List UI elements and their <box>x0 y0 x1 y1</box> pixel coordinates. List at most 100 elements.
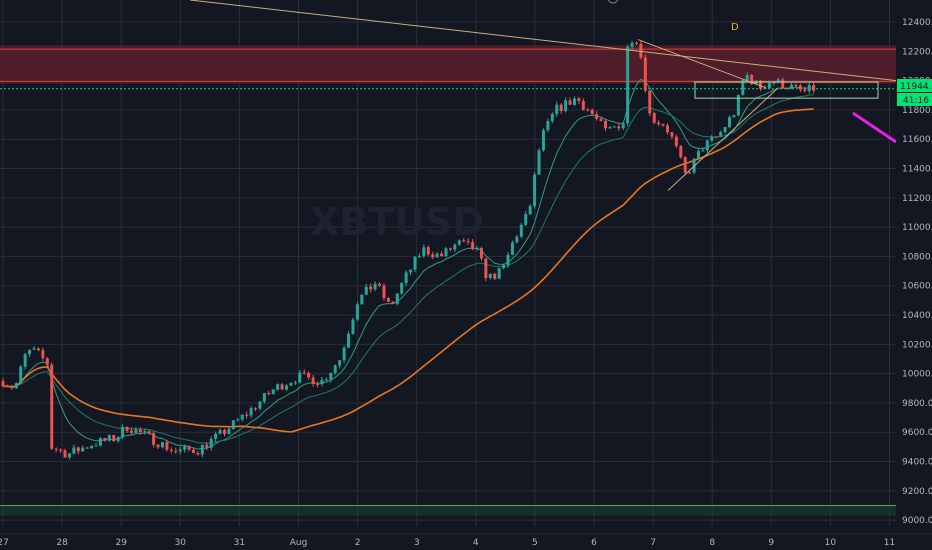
time-tick-label: 7 <box>650 538 656 548</box>
candle <box>249 405 253 419</box>
price-tick-label: 10400.0 <box>902 311 932 321</box>
candle-body <box>475 248 479 250</box>
candle-body <box>732 115 736 118</box>
candle-body <box>103 438 107 441</box>
candle <box>209 436 213 451</box>
candle-body <box>422 247 426 256</box>
candle <box>121 424 125 440</box>
candle-body <box>156 444 160 448</box>
candle-body <box>218 430 222 434</box>
candle-body <box>178 449 182 452</box>
candle-body <box>293 382 297 384</box>
candle <box>807 81 811 94</box>
candle-body <box>271 389 275 395</box>
candle <box>550 111 554 124</box>
candle-body <box>603 120 607 129</box>
time-tick-label: 5 <box>532 538 538 548</box>
candle <box>444 246 448 258</box>
candle-body <box>413 256 417 270</box>
candle-body <box>524 214 528 225</box>
candle-body <box>572 98 576 105</box>
candle <box>484 257 488 282</box>
candle <box>524 211 528 227</box>
candle <box>293 380 297 386</box>
time-tick-label: 4 <box>473 538 479 548</box>
candle <box>285 384 289 391</box>
candle <box>245 411 249 419</box>
candle-body <box>378 283 382 286</box>
candle-body <box>812 84 816 91</box>
candle <box>258 401 262 411</box>
candle <box>488 273 492 280</box>
candle <box>338 359 342 369</box>
candle-body <box>626 46 630 124</box>
candle-body <box>670 132 674 137</box>
candle <box>63 448 67 458</box>
candle <box>333 364 337 375</box>
candle-body <box>657 122 661 124</box>
candle <box>187 445 191 452</box>
countdown-tag <box>897 93 932 106</box>
candle-body <box>462 240 466 242</box>
triangle-lower-line[interactable] <box>667 87 779 191</box>
descending-trendline[interactable] <box>189 0 897 82</box>
candle-body <box>333 365 337 373</box>
candle <box>98 437 102 447</box>
price-tick-label: 9400.0 <box>902 458 932 468</box>
candle-body <box>160 442 164 448</box>
candle-body <box>431 254 435 258</box>
candle <box>710 134 714 143</box>
candle <box>643 54 647 93</box>
candle-body <box>634 42 638 44</box>
candle <box>506 252 510 268</box>
candle-body <box>515 236 519 243</box>
candle-body <box>763 88 767 90</box>
candle <box>156 443 160 450</box>
candle-body <box>205 444 209 448</box>
candle <box>262 392 266 404</box>
candle-body <box>541 130 545 151</box>
price-tick-label: 9200.0 <box>902 487 932 497</box>
candle-body <box>785 88 789 90</box>
candle-body <box>674 136 678 147</box>
candle-body <box>683 157 687 173</box>
rectangle-drawing[interactable] <box>694 81 879 99</box>
candle <box>719 130 723 138</box>
drawings[interactable] <box>189 0 897 191</box>
candle <box>626 44 630 127</box>
candle <box>14 382 18 390</box>
candle-body <box>581 100 585 110</box>
triangle-upper-line[interactable] <box>637 39 767 89</box>
candle-body <box>98 438 102 446</box>
candle <box>391 301 395 304</box>
candle <box>603 118 607 132</box>
candle <box>174 447 178 455</box>
time-tick-label: 29 <box>115 538 127 548</box>
time-tick-label: 6 <box>591 538 597 548</box>
candle-body <box>506 254 510 265</box>
candle-body <box>267 393 271 395</box>
candle-body <box>347 333 351 348</box>
candle-body <box>745 75 749 81</box>
candle <box>621 122 625 131</box>
candle-body <box>174 450 178 452</box>
candle <box>683 156 687 175</box>
time-axis[interactable]: 27 28 29 30 31 Aug 2 3 4 5 6 7 8 9 10 11 <box>0 533 932 550</box>
candle-body <box>169 449 173 451</box>
candle-body <box>564 100 568 112</box>
magenta-arrow-line[interactable] <box>852 111 897 144</box>
candle-body <box>617 126 621 129</box>
candle-body <box>510 242 514 255</box>
event-marker-icon[interactable] <box>607 0 619 4</box>
ma-slow-line <box>2 108 814 433</box>
candle-body <box>81 447 85 452</box>
price-tick-label: 9800.0 <box>902 399 932 409</box>
candle <box>129 427 133 435</box>
candle <box>776 77 780 84</box>
price-tick-label: 10600.0 <box>902 282 932 292</box>
candle <box>648 90 652 117</box>
candle <box>103 438 107 442</box>
candle <box>612 125 616 128</box>
candle-body <box>116 436 120 442</box>
